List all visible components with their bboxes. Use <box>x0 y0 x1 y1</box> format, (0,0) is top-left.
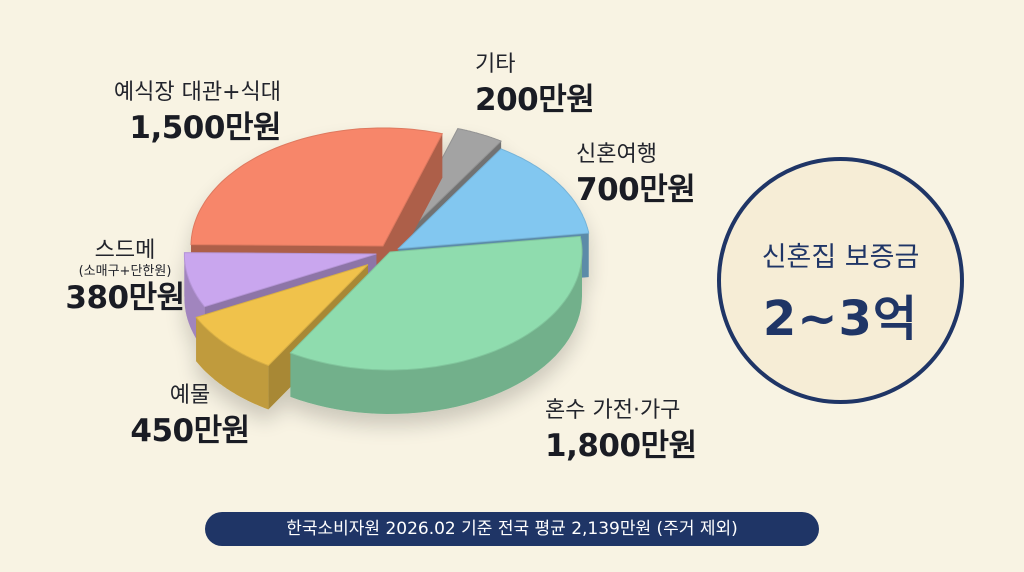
deposit-badge: 신혼집 보증금 2~3억 <box>717 157 964 404</box>
slice-top <box>190 127 444 247</box>
slice-label-wedding-hall: 예식장 대관+식대 1,500만원 <box>113 80 282 147</box>
slice-top <box>397 148 590 250</box>
slice-sublabel: (소매구+단한원) <box>78 264 172 280</box>
slice-top <box>195 264 369 367</box>
source-footer: 한국소비자원 2026.02 기준 전국 평균 2,139만원 (주거 제외) <box>205 512 819 546</box>
slice-label-sdm: 스드메 (소매구+단한원) 380만원 <box>40 238 210 317</box>
slice-label-gifts: 예물 450만원 <box>110 383 270 450</box>
slice-value: 700만원 <box>576 172 696 209</box>
slice-top <box>398 128 502 242</box>
slice-name: 예식장 대관+식대 <box>113 80 281 105</box>
slice-label-honeymoon: 신혼여행 700만원 <box>576 142 696 209</box>
slice-name: 신혼여행 <box>576 142 657 167</box>
slice-label-other: 기타 200만원 <box>475 52 595 119</box>
slice-value: 450만원 <box>130 413 250 450</box>
slice-side <box>196 317 269 410</box>
slice-top <box>289 235 583 371</box>
slice-name: 혼수 가전·가구 <box>545 398 681 423</box>
slice-label-furniture: 혼수 가전·가구 1,800만원 <box>545 398 697 465</box>
slice-value: 1,500만원 <box>129 110 281 147</box>
slice-name: 예물 <box>169 383 211 408</box>
slice-name: 스드메 <box>94 238 156 263</box>
slice-value: 1,800만원 <box>545 428 697 465</box>
slice-name: 기타 <box>475 52 516 77</box>
slice-value: 380만원 <box>65 280 185 317</box>
slice-top <box>183 252 377 308</box>
slice-side <box>290 252 582 414</box>
slice-value: 200만원 <box>475 82 595 119</box>
badge-title: 신혼집 보증금 <box>761 242 920 273</box>
badge-value: 2~3억 <box>762 291 919 347</box>
slice-furniture <box>289 235 583 414</box>
